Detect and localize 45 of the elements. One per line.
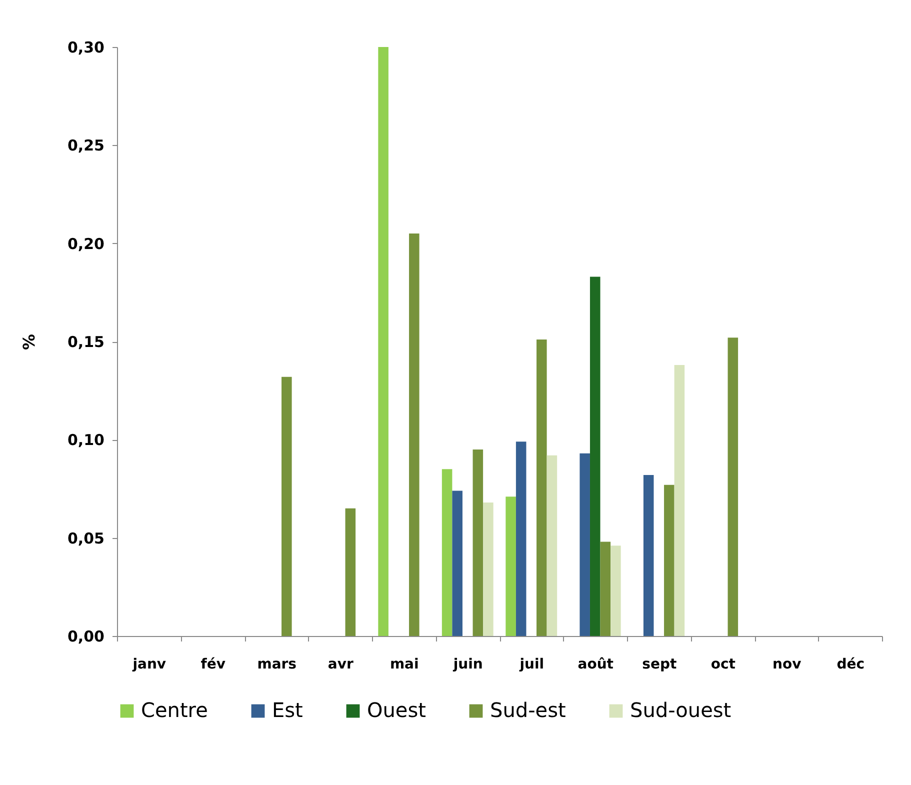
y-tick-label: 0,00	[67, 628, 104, 646]
legend-label: Sud-ouest	[630, 698, 732, 722]
bar	[536, 340, 547, 636]
y-axis-title: %	[19, 334, 38, 350]
legend-label: Est	[272, 698, 304, 722]
x-tick-label: juil	[518, 656, 544, 672]
bar	[282, 376, 292, 636]
legend-label: Centre	[141, 698, 208, 722]
y-tick-label: 0,15	[67, 333, 104, 351]
x-tick-label: oct	[710, 656, 736, 672]
bar	[452, 490, 462, 636]
legend-label: Sud-est	[490, 698, 566, 722]
bar	[409, 234, 420, 636]
x-tick-label: déc	[836, 656, 865, 672]
y-tick-label: 0,20	[67, 234, 104, 253]
bar	[610, 546, 621, 636]
bar	[378, 47, 388, 636]
bar	[600, 542, 611, 636]
y-tick-label: 0,30	[67, 38, 104, 56]
x-tick-label: fév	[200, 656, 226, 672]
y-tick-label: 0,05	[67, 529, 104, 548]
bar	[442, 469, 452, 636]
x-tick-label: mai	[390, 656, 419, 672]
x-tick-label: janv	[132, 656, 166, 672]
bar	[506, 496, 516, 636]
bar	[728, 338, 738, 636]
bar	[483, 502, 494, 636]
bar	[516, 442, 526, 636]
bar	[664, 484, 674, 636]
bar	[643, 475, 654, 636]
x-tick-label: mars	[257, 656, 297, 672]
y-tick-label: 0,10	[67, 431, 104, 450]
bar	[546, 455, 558, 636]
bar	[472, 449, 484, 636]
x-tick-label: juin	[452, 656, 483, 672]
legend-label: Ouest	[367, 698, 426, 722]
x-tick-label: sept	[642, 656, 677, 672]
bar	[674, 365, 685, 636]
bar	[345, 508, 356, 636]
bar	[580, 453, 590, 636]
bar	[590, 276, 600, 636]
x-tick-label: août	[578, 656, 614, 672]
x-tick-label: nov	[772, 656, 802, 672]
x-tick-label: avr	[328, 656, 354, 672]
y-tick-label: 0,25	[67, 136, 104, 155]
